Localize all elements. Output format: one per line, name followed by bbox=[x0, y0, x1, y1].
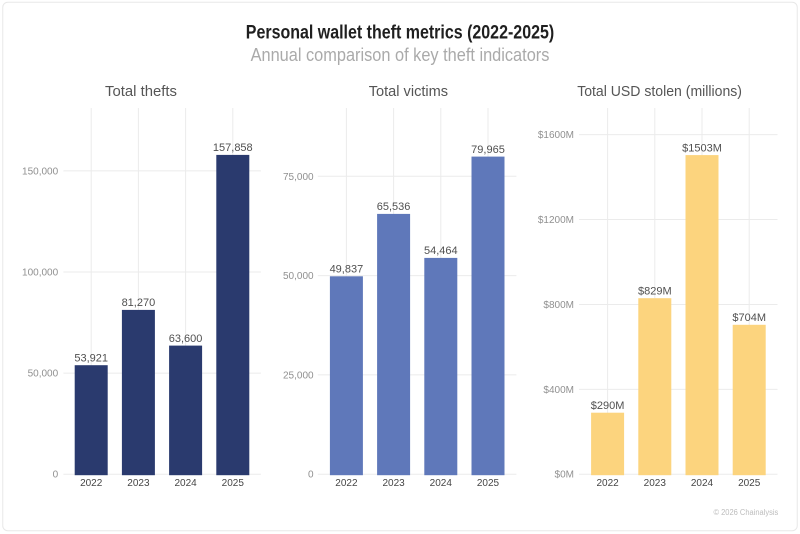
svg-text:© 2026 Chainalysis: © 2026 Chainalysis bbox=[714, 508, 779, 517]
svg-text:Total thefts: Total thefts bbox=[105, 83, 177, 100]
svg-text:50,000: 50,000 bbox=[28, 369, 59, 380]
svg-text:63,600: 63,600 bbox=[169, 333, 203, 345]
svg-text:150,000: 150,000 bbox=[22, 166, 59, 177]
svg-text:81,270: 81,270 bbox=[122, 297, 156, 309]
svg-text:2024: 2024 bbox=[691, 478, 714, 489]
svg-text:2025: 2025 bbox=[738, 478, 761, 489]
svg-text:2025: 2025 bbox=[222, 478, 245, 489]
svg-text:$800M: $800M bbox=[543, 300, 574, 311]
svg-text:54,464: 54,464 bbox=[424, 245, 458, 257]
svg-text:$829M: $829M bbox=[638, 286, 672, 298]
svg-text:Annual comparison of key theft: Annual comparison of key theft indicator… bbox=[251, 45, 550, 65]
svg-text:Total victims: Total victims bbox=[369, 83, 448, 100]
svg-text:157,858: 157,858 bbox=[213, 142, 253, 154]
svg-text:2022: 2022 bbox=[335, 478, 358, 489]
svg-text:25,000: 25,000 bbox=[283, 370, 314, 381]
svg-text:50,000: 50,000 bbox=[283, 271, 314, 282]
svg-text:$704M: $704M bbox=[732, 312, 766, 324]
svg-text:Total USD stolen (millions): Total USD stolen (millions) bbox=[577, 83, 742, 100]
svg-text:2023: 2023 bbox=[382, 478, 405, 489]
svg-text:2023: 2023 bbox=[644, 478, 667, 489]
svg-text:Personal wallet theft metrics: Personal wallet theft metrics (2022-2025… bbox=[246, 22, 554, 43]
svg-text:2022: 2022 bbox=[596, 478, 619, 489]
svg-text:$0M: $0M bbox=[555, 470, 574, 481]
svg-text:$290M: $290M bbox=[591, 400, 625, 412]
svg-text:2022: 2022 bbox=[80, 478, 103, 489]
svg-text:53,921: 53,921 bbox=[74, 353, 108, 365]
svg-text:$400M: $400M bbox=[543, 385, 574, 396]
svg-text:79,965: 79,965 bbox=[471, 144, 505, 156]
svg-text:75,000: 75,000 bbox=[283, 172, 314, 183]
svg-text:$1503M: $1503M bbox=[682, 142, 722, 154]
svg-text:100,000: 100,000 bbox=[22, 268, 59, 279]
svg-text:2023: 2023 bbox=[127, 478, 150, 489]
svg-text:65,536: 65,536 bbox=[377, 201, 411, 213]
svg-text:$1200M: $1200M bbox=[538, 215, 574, 226]
svg-text:2024: 2024 bbox=[174, 478, 197, 489]
svg-text:2024: 2024 bbox=[430, 478, 453, 489]
svg-text:2025: 2025 bbox=[477, 478, 500, 489]
svg-text:$1600M: $1600M bbox=[538, 130, 574, 141]
svg-text:49,837: 49,837 bbox=[330, 264, 364, 276]
svg-text:0: 0 bbox=[53, 470, 59, 481]
svg-text:0: 0 bbox=[308, 470, 314, 481]
